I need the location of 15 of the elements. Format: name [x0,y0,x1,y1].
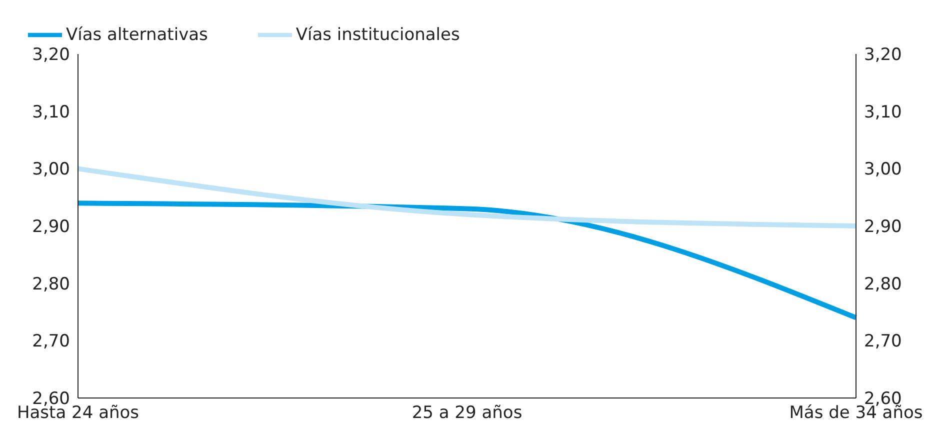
y-tick-label: 2,90 [32,217,70,238]
legend-label: Vías institucionales [296,24,460,45]
y-tick-label: 3,20 [32,45,70,66]
y2-tick-label: 3,00 [864,160,902,180]
y2-tick-label: 3,10 [864,102,902,122]
y-tick-label: 2,70 [32,332,70,352]
y-tick-label: 2,80 [32,274,70,294]
y2-tick-label: 2,70 [864,332,902,352]
y2-tick-label: 3,20 [864,45,902,66]
legend-label: Vías alternativas [66,24,208,45]
y2-tick-label: 2,80 [864,274,902,294]
y2-tick-label: 2,90 [864,217,902,238]
y-tick-label: 3,10 [32,102,70,122]
y-tick-label: 3,00 [32,160,70,180]
x-tick-label: 25 a 29 años [412,403,522,424]
